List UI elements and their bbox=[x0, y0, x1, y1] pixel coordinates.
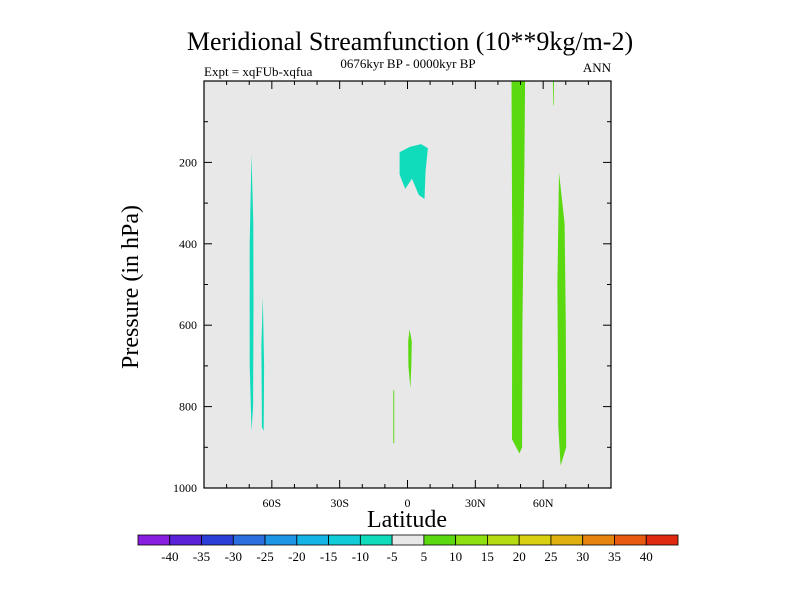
colorbar: -40 -35 -30 -25 -20 -15 -10 -5 5 10 15 20 25 30 35 40 bbox=[137, 534, 679, 564]
x-tick-label: 0 bbox=[405, 496, 411, 510]
region-sh-midlat-band bbox=[249, 154, 254, 432]
y-tick-label: 400 bbox=[179, 237, 197, 251]
y-tick-label: 600 bbox=[179, 318, 197, 332]
region-sh-thin-band bbox=[261, 296, 265, 431]
colorbar-label: 20 bbox=[513, 549, 526, 564]
center-subtitle: 0676kyr BP - 0000kyr BP bbox=[340, 56, 475, 71]
region-tropical-lower-cell bbox=[408, 329, 412, 389]
x-tick-label: 60S bbox=[262, 496, 281, 510]
colorbar-swatch bbox=[359, 534, 393, 546]
x-tick-label: 30S bbox=[330, 496, 349, 510]
region-tropical-upper-cell bbox=[399, 144, 428, 199]
colorbar-swatch bbox=[582, 534, 615, 546]
colorbar-swatch bbox=[137, 534, 171, 546]
chart-title: Meridional Streamfunction (10**9kg/m-2) bbox=[187, 27, 633, 56]
colorbar-label: -30 bbox=[225, 549, 242, 564]
colorbar-swatch bbox=[614, 534, 647, 546]
colorbar-swatch bbox=[518, 534, 552, 546]
colorbar-label: 5 bbox=[421, 549, 428, 564]
left-subtitle: Expt = xqFUb-xqfua bbox=[204, 64, 313, 79]
region-nh-midlat-band bbox=[511, 81, 526, 454]
y-axis-title: Pressure (in hPa) bbox=[118, 205, 144, 369]
colorbar-label: 25 bbox=[544, 549, 557, 564]
y-tick-label: 1000 bbox=[173, 481, 197, 495]
x-tick-label: 60N bbox=[533, 496, 554, 510]
x-axis-title: Latitude bbox=[367, 507, 447, 533]
colorbar-label: 30 bbox=[576, 549, 589, 564]
colorbar-swatch bbox=[423, 534, 457, 546]
colorbar-label: -20 bbox=[288, 549, 305, 564]
colorbar-swatch bbox=[645, 534, 679, 546]
colorbar-swatch bbox=[550, 534, 584, 546]
x-tick-label: 30N bbox=[465, 496, 486, 510]
contour-regions bbox=[249, 81, 567, 466]
colorbar-swatch bbox=[169, 534, 202, 546]
region-nh-top-spike bbox=[552, 81, 554, 106]
colorbar-swatch bbox=[487, 534, 520, 546]
colorbar-label: -5 bbox=[387, 549, 398, 564]
colorbar-swatch bbox=[391, 534, 425, 546]
y-tick-label: 200 bbox=[179, 155, 197, 169]
y-tick-label: 800 bbox=[179, 400, 197, 414]
plot-area bbox=[204, 81, 611, 488]
region-nh-highlat-band bbox=[557, 172, 567, 466]
colorbar-swatch bbox=[328, 534, 361, 546]
colorbar-label: -10 bbox=[352, 549, 369, 564]
axis-ticks: 60S 30S 0 30N 60N 200 400 600 800 1000 bbox=[173, 81, 611, 510]
colorbar-swatch bbox=[455, 534, 488, 546]
colorbar-label: 15 bbox=[481, 549, 494, 564]
colorbar-label: -15 bbox=[320, 549, 337, 564]
colorbar-label: 40 bbox=[640, 549, 653, 564]
colorbar-swatch bbox=[232, 534, 266, 546]
colorbar-label: 35 bbox=[608, 549, 621, 564]
colorbar-swatch bbox=[296, 534, 329, 546]
region-deep-thin-line bbox=[393, 390, 395, 444]
colorbar-label: -40 bbox=[161, 549, 178, 564]
colorbar-label: 10 bbox=[449, 549, 462, 564]
colorbar-swatch bbox=[201, 534, 234, 546]
colorbar-label: -25 bbox=[256, 549, 273, 564]
colorbar-swatch bbox=[264, 534, 298, 546]
right-subtitle: ANN bbox=[583, 60, 612, 75]
colorbar-label: -35 bbox=[193, 549, 210, 564]
